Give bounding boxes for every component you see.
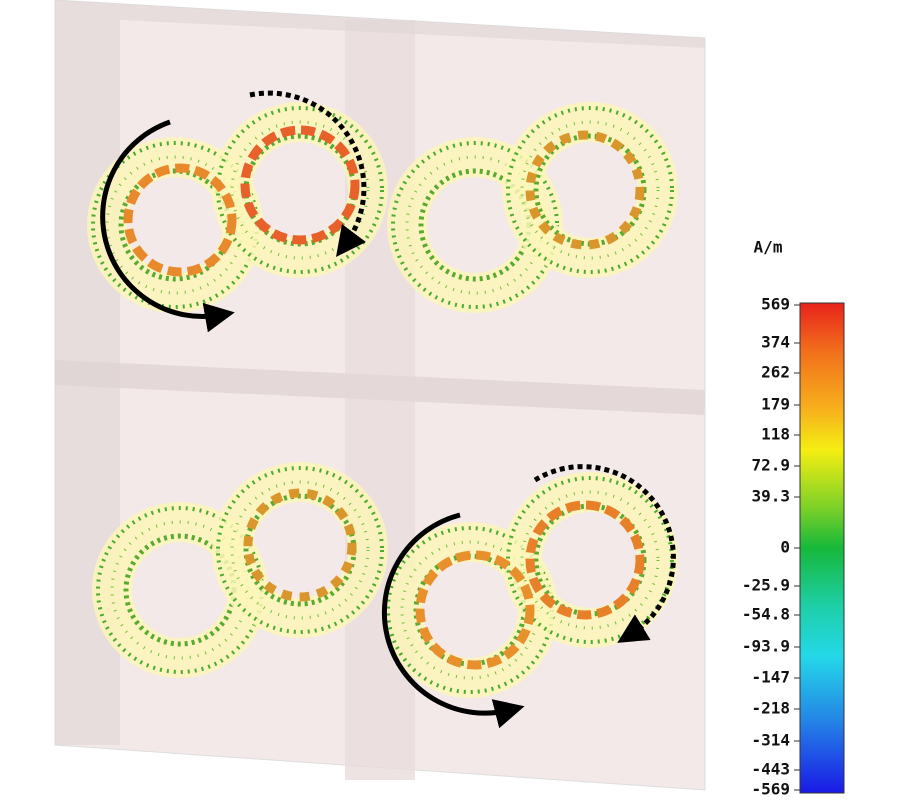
colorbar-tick-label: 72.9 <box>751 456 790 475</box>
colorbar-tick-label: 39.3 <box>751 487 790 506</box>
colorbar-tick-label: 0 <box>780 538 790 557</box>
current-loops <box>123 125 645 670</box>
colorbar-tick-label: -569 <box>751 780 790 799</box>
colorbar-tick-label: 262 <box>761 363 790 382</box>
divider <box>55 360 705 415</box>
colorbar-tick-label: -54.8 <box>742 605 790 624</box>
colorbar-tick-label: -314 <box>751 731 790 750</box>
colorbar <box>799 302 845 794</box>
colorbar-tick-label: 179 <box>761 395 790 414</box>
colorbar-tick-label: 569 <box>761 295 790 314</box>
colorbar-tick-label: 374 <box>761 333 790 352</box>
colorbar-unit: A/m <box>754 238 783 257</box>
colorbar-tick-label: -25.9 <box>742 576 790 595</box>
colorbar-tick-label: -93.9 <box>742 637 790 656</box>
colorbar-tick-label: 118 <box>761 425 790 444</box>
colorbar-tick-label: -218 <box>751 699 790 718</box>
direction-arrows <box>100 90 676 729</box>
frame <box>55 0 705 745</box>
colorbar-tick-label: -147 <box>751 668 790 687</box>
colorbar-tick-label: -443 <box>751 760 790 779</box>
